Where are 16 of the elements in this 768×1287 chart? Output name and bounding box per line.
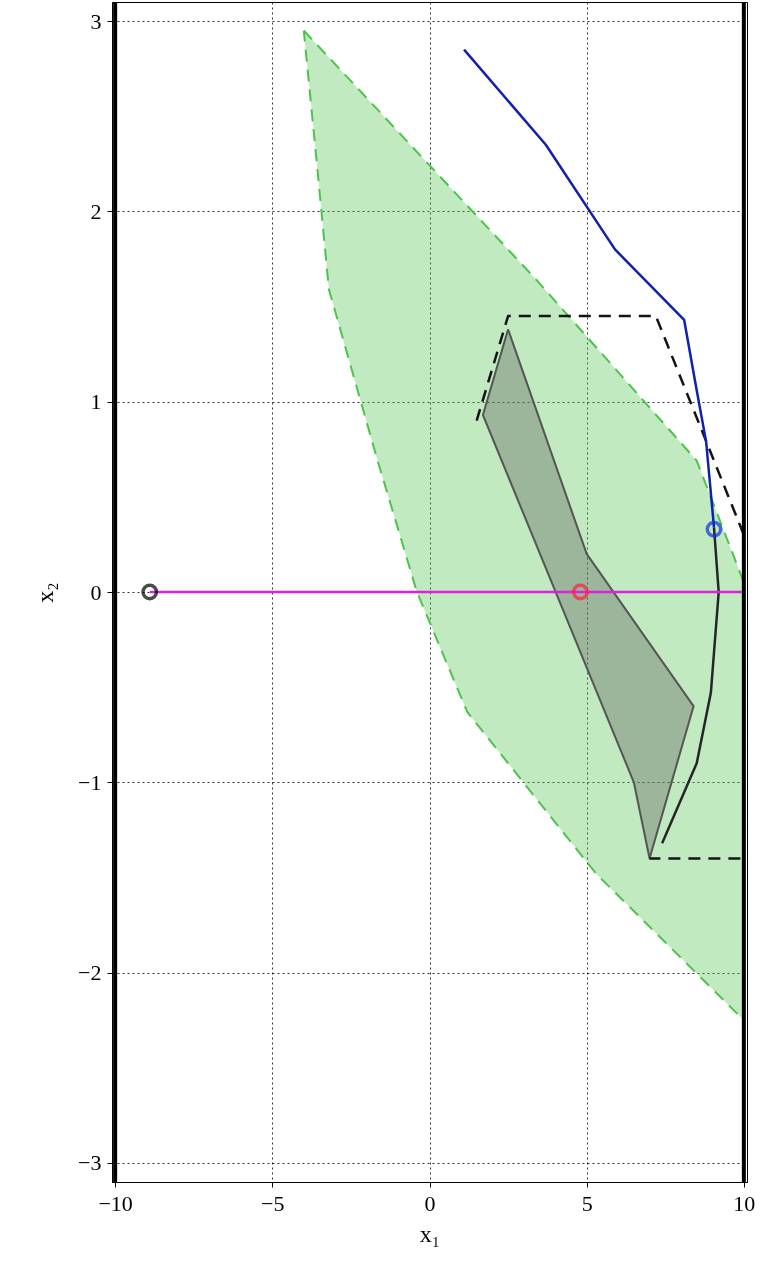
y-tick-label: −1: [78, 769, 102, 795]
y-tick-label: 0: [90, 579, 102, 605]
y-tick-label: 1: [90, 389, 102, 415]
x-tick-label: −5: [261, 1190, 285, 1216]
line-series: [462, 48, 716, 529]
x-tick-label: 10: [733, 1190, 756, 1216]
x-tick-label: −10: [98, 1190, 133, 1216]
y-tick-label: −3: [78, 1150, 102, 1176]
line-series: [660, 526, 720, 845]
y-axis-title: x₂: [32, 582, 59, 603]
x-tick-label: 5: [581, 1190, 593, 1216]
y-tick-label: 3: [90, 8, 102, 34]
x-tick-label: 0: [424, 1190, 436, 1216]
x-axis-title: x₁: [419, 1220, 441, 1247]
y-tick-label: 2: [90, 198, 102, 224]
y-tick-label: −2: [78, 960, 102, 986]
